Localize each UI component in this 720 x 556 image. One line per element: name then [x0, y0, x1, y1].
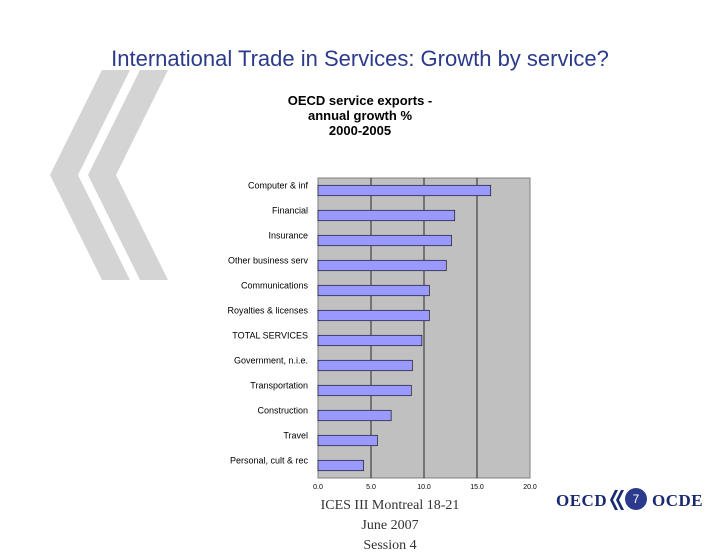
chart-title-line-2: annual growth % — [308, 108, 412, 123]
oecd-logo: OECD OCDE — [556, 486, 706, 514]
bar — [317, 359, 413, 372]
category-label: Construction — [257, 406, 308, 416]
x-tick-label: 20.0 — [523, 484, 537, 491]
category-label: Financial — [272, 206, 308, 216]
category-label: TOTAL SERVICES — [232, 331, 308, 341]
category-label: Other business serv — [228, 256, 309, 266]
x-tick-label: 0.0 — [313, 484, 323, 491]
category-label: Personal, cult & rec — [230, 456, 309, 466]
bar — [317, 309, 430, 322]
x-tick-label: 10.0 — [417, 484, 431, 491]
bar — [317, 209, 456, 222]
bar — [317, 409, 392, 422]
slide-title: International Trade in Services: Growth … — [111, 46, 609, 71]
footer-event: ICES III Montreal 18-21 June 2007 — [320, 498, 460, 533]
bar — [317, 284, 430, 297]
chart-title-line-3: 2000-2005 — [328, 123, 392, 138]
bar — [317, 384, 412, 397]
category-label: Transportation — [250, 381, 308, 391]
category-label: Government, n.i.e. — [234, 356, 308, 366]
footer-session: Session 4 — [363, 538, 417, 553]
category-label: Computer & inf — [248, 181, 309, 191]
logo-text-ocde: OCDE — [652, 491, 704, 510]
bar — [317, 184, 492, 197]
category-label: Travel — [283, 431, 308, 441]
chart-title-line-1: OECD service exports - — [287, 93, 433, 108]
bar — [317, 234, 452, 247]
chart-title: OECD service exports - annual growth % 2… — [260, 93, 460, 138]
bar — [317, 459, 364, 472]
bar — [317, 434, 378, 447]
category-label: Royalties & licenses — [227, 306, 308, 316]
bar — [317, 334, 423, 347]
x-tick-label: 5.0 — [366, 484, 376, 491]
x-tick-label: 15.0 — [470, 484, 484, 491]
logo-text-oecd: OECD — [556, 491, 608, 510]
page-number-badge: 7 — [625, 488, 647, 510]
category-label: Insurance — [268, 231, 308, 241]
bar-chart: 0.0 5.0 10.0 15.0 20.0 Computer & inf Financia… — [227, 177, 537, 491]
footer: ICES III Montreal 18-21 June 2007 Sessio… — [310, 496, 470, 556]
category-label: Communications — [241, 281, 309, 291]
logo-chevron-icon — [610, 490, 624, 510]
bar — [317, 259, 447, 272]
oecd-chevrons-watermark-icon — [50, 70, 168, 280]
